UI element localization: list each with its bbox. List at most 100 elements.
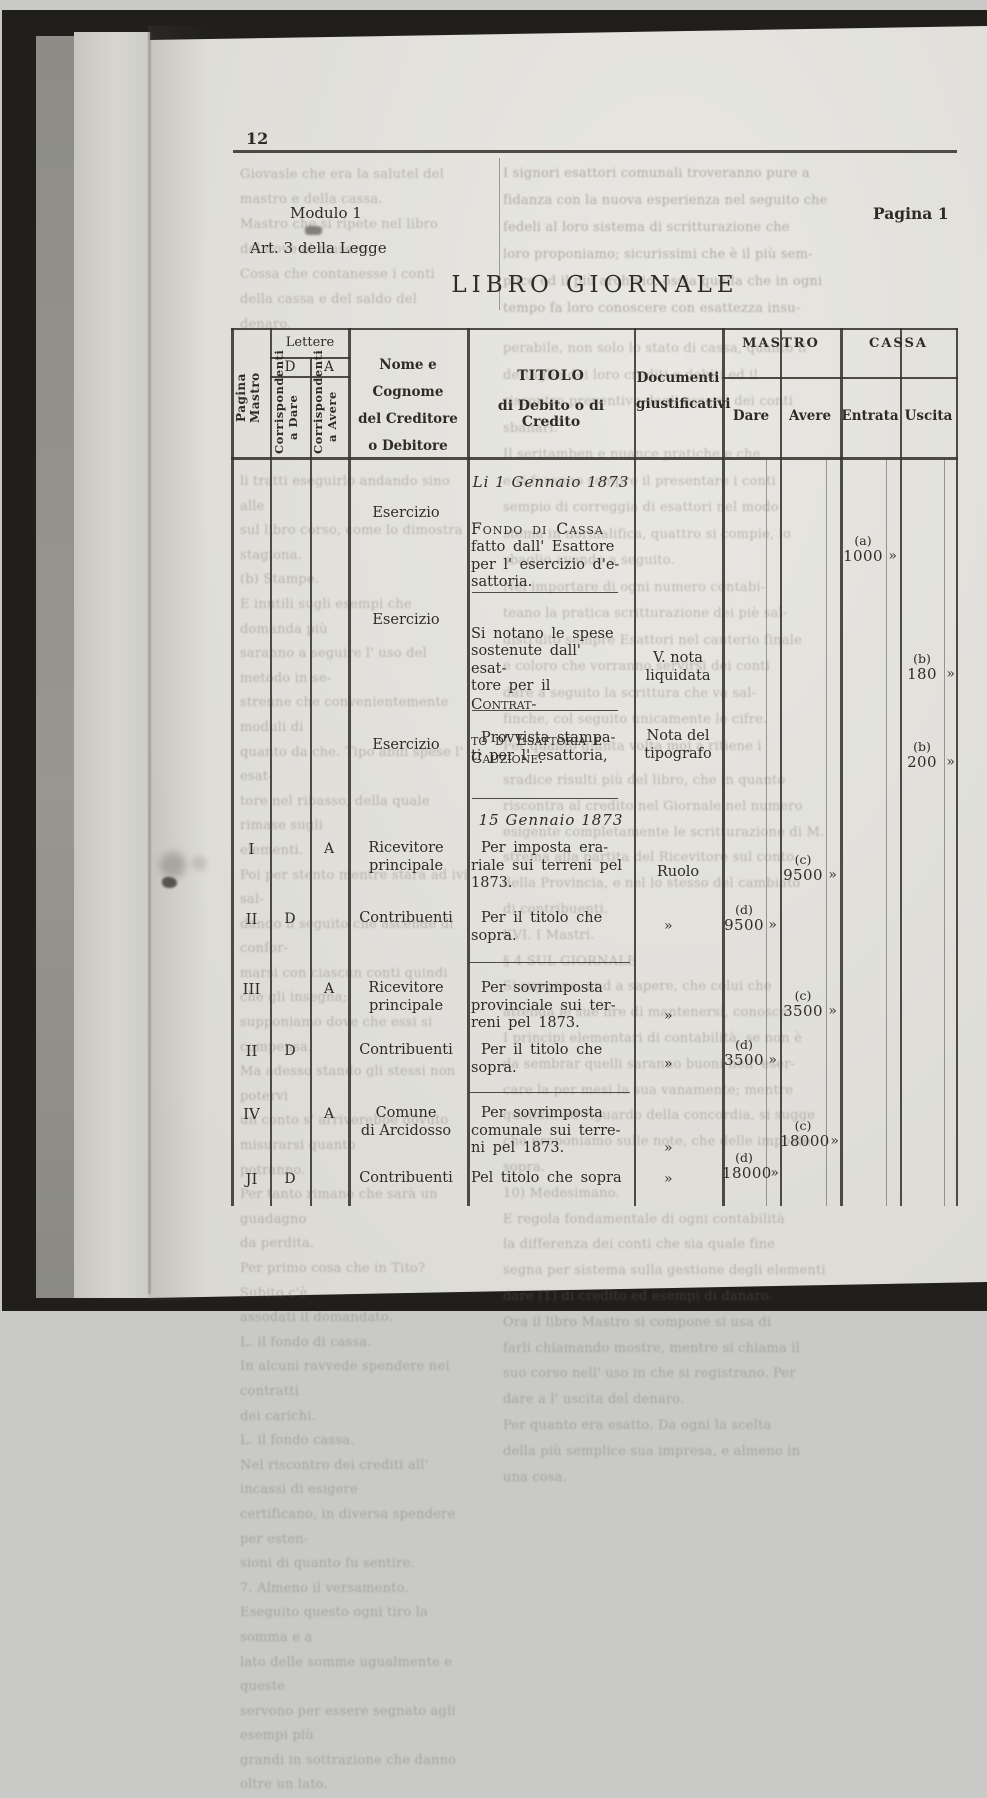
amount-cents: » <box>828 867 837 883</box>
entry-titolo: Per imposta era- riale sui terreni pel 1… <box>471 840 623 891</box>
entry-separator <box>472 798 618 800</box>
entry-separator <box>472 710 618 712</box>
entry-titolo: Pel titolo che sopra <box>471 1170 622 1186</box>
entry-documento-ditto: » <box>664 1140 673 1156</box>
amount-cents: » <box>768 1052 777 1068</box>
entry-pagina-mastro: III <box>242 980 261 998</box>
entry-pagina-mastro: I <box>248 840 255 858</box>
header-uscita: Uscita <box>904 408 953 424</box>
amount-ref: (d) <box>735 1150 753 1165</box>
entry-titolo: Provvista stampa- ti per l' esattoria, <box>471 730 616 764</box>
amount-dare: (d) 3500 » <box>724 1037 777 1069</box>
table-rule <box>634 328 636 1206</box>
entry-pagina-mastro: IV <box>243 1105 260 1123</box>
entry-documento: Nota del tipografo <box>644 728 712 762</box>
entry-titolo: Per il titolo che sopra. <box>471 1042 603 1076</box>
cents-rule <box>766 458 767 1206</box>
entry-date: 15 Gennaio 1873 <box>478 811 624 829</box>
ghost-column-divider <box>499 158 500 310</box>
entry-nome: Esercizio <box>372 612 440 628</box>
entry-titolo: Per il titolo che sopra. <box>471 910 603 944</box>
table-rule <box>780 328 782 1206</box>
amount-value: 3500 <box>724 1051 764 1069</box>
ghost-text-right-top: I signori esattori comunali troveranno p… <box>503 166 828 316</box>
entry-documento-ditto: » <box>664 1171 673 1187</box>
table-rule <box>231 457 958 460</box>
ghost-text-left-top: Giovasle che era la salutel del mastro e… <box>240 167 444 332</box>
entry-nome: Ricevitore principale <box>368 980 444 1014</box>
entry-lettera: D <box>284 1171 296 1187</box>
book-page <box>148 26 987 1298</box>
header-lettere-a: A <box>324 359 334 375</box>
modulo-label: Modulo 1 <box>290 204 362 222</box>
head-rule <box>233 150 957 153</box>
cents-rule <box>886 458 887 1206</box>
entry-documento-ditto: » <box>664 1008 673 1024</box>
stain-faint <box>192 856 207 871</box>
page-title: LIBRO GIORNALE <box>451 272 739 298</box>
amount-uscita: (b) 200 » <box>902 740 955 771</box>
header-corrispondenti-dare: Corrispondenti a Dare <box>272 349 300 454</box>
amount-ref: (a) <box>854 533 872 548</box>
entry-pagina-mastro: JI <box>245 1170 258 1188</box>
entry-nome: Ricevitore principale <box>368 840 444 874</box>
amount-value: 1000 <box>843 547 883 565</box>
entry-lettera: D <box>284 911 296 927</box>
amount-dare: (d) 18000 » <box>722 1150 779 1182</box>
entry-separator <box>470 962 630 964</box>
entry-titolo-text: fatto dall' Esattore per l' esercizio d'… <box>471 539 620 590</box>
table-rule <box>840 328 843 1206</box>
amount-ref: (c) <box>794 852 812 867</box>
entry-titolo: Fondo di Cassa fatto dall' Esattore per … <box>471 503 623 592</box>
entry-lettera: A <box>323 841 335 857</box>
smudge-under-modulo <box>305 226 322 235</box>
amount-value: 9500 <box>724 916 764 934</box>
table-rule <box>348 328 351 1206</box>
header-documenti: Documenti giustificativi <box>636 370 731 412</box>
entry-separator <box>470 1092 630 1094</box>
amount-avere: (c) 18000 » <box>780 1118 839 1150</box>
entry-lettera: D <box>284 1043 296 1059</box>
amount-value: 18000 <box>722 1164 772 1182</box>
amount-uscita: (b) 180 » <box>902 651 955 683</box>
amount-cents: » <box>768 917 777 933</box>
table-rule <box>231 328 958 330</box>
entry-titolo: Per sovrimposta provinciale sui ter- ren… <box>471 980 616 1031</box>
entry-titolo-line: tore per il Contrat- <box>471 678 551 713</box>
entry-documento: Ruolo <box>656 864 700 880</box>
amount-ref: (b) <box>913 651 931 666</box>
entry-pagina-mastro: II <box>245 910 258 928</box>
cents-rule <box>826 458 827 1206</box>
entry-titolo: Si notano le spese sostenute dall' esat-… <box>471 608 623 769</box>
stain-soft <box>160 852 186 878</box>
entry-date: Li 1 Gennaio 1873 <box>472 473 630 491</box>
header-lettere: Lettere <box>285 335 335 350</box>
amount-ref: (d) <box>735 1037 753 1052</box>
page-number: 12 <box>246 129 269 148</box>
entry-separator <box>472 592 618 594</box>
amount-dare: (d) 9500 » <box>724 902 777 934</box>
table-rule <box>231 328 234 1206</box>
amount-ref: (c) <box>794 1118 812 1133</box>
amount-entrata: (a) 1000 » <box>842 533 897 565</box>
cents-rule <box>944 458 945 1206</box>
header-mastro: MASTRO <box>742 336 820 351</box>
entry-nome: Esercizio <box>372 505 440 521</box>
amount-cents: » <box>946 666 955 682</box>
entry-nome: Contribuenti <box>359 910 453 926</box>
amount-ref: (c) <box>794 988 812 1003</box>
header-avere: Avere <box>788 408 832 424</box>
amount-ref: (d) <box>735 902 753 917</box>
header-lettere-d: D <box>284 359 296 375</box>
amount-value: 3500 <box>783 1002 823 1020</box>
scanned-page-photo: Giovasle che era la salutel del mastro e… <box>2 10 987 1792</box>
table-rule <box>270 328 272 1206</box>
table-rule <box>270 376 350 378</box>
amount-avere: (c) 3500 » <box>782 988 837 1020</box>
table-rule <box>467 328 470 1206</box>
articolo-label: Art. 3 della Legge <box>250 239 387 257</box>
header-dare: Dare <box>732 408 770 424</box>
entry-pagina-mastro: II <box>245 1042 258 1060</box>
entry-titolo-smallcaps: Fondo di Cassa <box>471 519 604 538</box>
entry-nome: Contribuenti <box>359 1042 453 1058</box>
